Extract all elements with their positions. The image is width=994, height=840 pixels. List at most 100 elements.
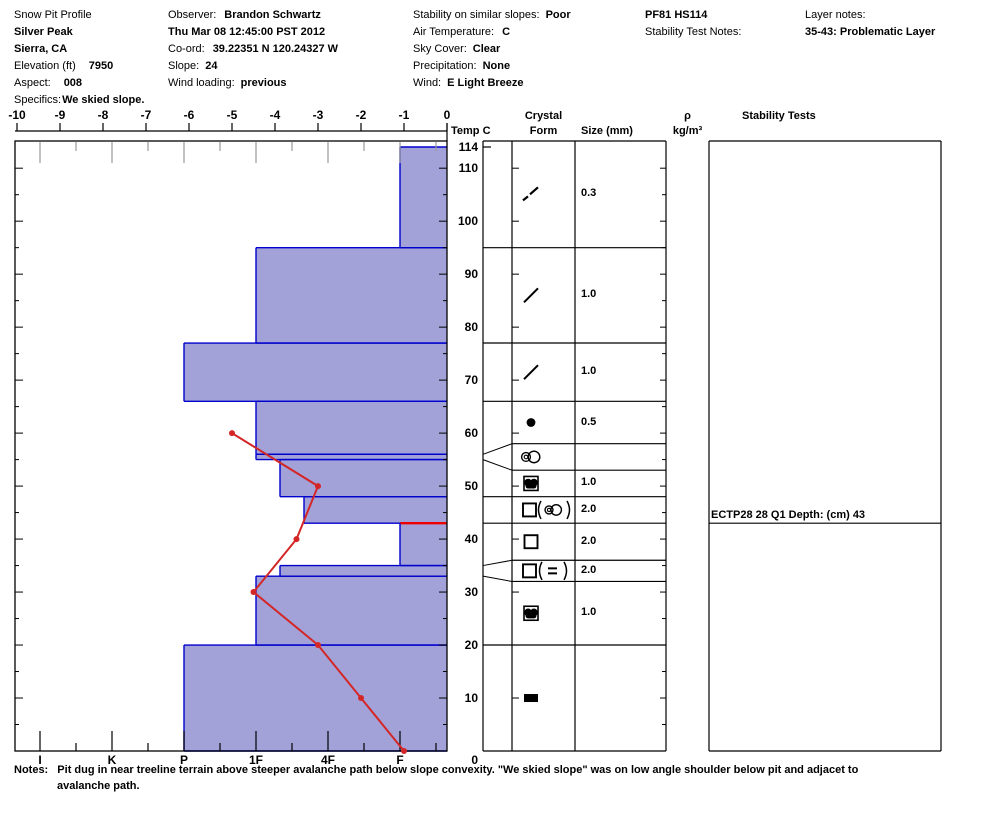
snow-layer-bar — [256, 576, 447, 646]
stability-test-notes-label: Stability Test Notes: — [645, 26, 742, 38]
elevation-value: 7950 — [88, 60, 114, 72]
sky-value: Clear — [472, 43, 501, 55]
grain-size-value: 2.0 — [581, 563, 597, 576]
temp-tick-label: -5 — [226, 108, 238, 122]
wind-line: Wind: E Light Breeze — [413, 75, 571, 92]
facets-icon — [523, 534, 539, 550]
sky-label: Sky Cover: — [413, 43, 467, 55]
specifics-line: Specifics:We skied slope. — [14, 92, 144, 109]
depth-tick-label: 10 — [464, 691, 478, 706]
report-title: Snow Pit Profile — [14, 9, 92, 21]
specifics-value: We skied slope. — [62, 94, 145, 106]
depth-tick-label: 110 — [458, 161, 478, 176]
observer-label: Observer: — [168, 9, 217, 21]
temperature-line — [229, 430, 407, 754]
precip-line: Precipitation: None — [413, 58, 571, 75]
temp-tick-label: 0 — [443, 108, 451, 122]
stability-tests-header: Stability Tests — [742, 110, 816, 122]
temp-tick-label: -8 — [97, 108, 109, 122]
precip-label: Precipitation: — [413, 60, 477, 72]
snow-layer-bar — [304, 496, 447, 524]
notes-text: Pit dug in near treeline terrain above s… — [57, 764, 859, 776]
stability-label: Stability on similar slopes: — [413, 9, 540, 21]
air-temp-line: Air Temperature: C — [413, 24, 571, 41]
header-col-layer-notes: Layer notes: 35-43: Problematic Layer — [805, 7, 935, 41]
layer-notes-value: 35-43: Problematic Layer — [805, 26, 936, 38]
snow-layer-bar — [280, 565, 447, 577]
header-col-location: Snow Pit Profile Silver Peak Sierra, CA … — [14, 7, 144, 109]
temp-axis-caption: Temp C — [451, 125, 491, 137]
depth-tick-label: 20 — [464, 638, 478, 653]
grain-size-value: 1.0 — [581, 365, 597, 378]
snow-layer-bar — [256, 401, 447, 455]
header-col-conditions: Stability on similar slopes: Poor Air Tem… — [413, 7, 571, 92]
rho-header: ρ — [684, 110, 691, 122]
slope-value: 24 — [205, 60, 218, 72]
coord-label: Co-ord: — [168, 43, 205, 55]
rounded-grains-icon — [526, 418, 536, 427]
snow-layer-bar — [256, 454, 447, 460]
hardness-tick-label: P — [179, 753, 188, 767]
depth-tick-label: 80 — [464, 320, 478, 335]
grain-size-value: 1.0 — [581, 288, 597, 301]
temp-tick-label: -6 — [183, 108, 195, 122]
observer-value: Brandon Schwartz — [224, 9, 321, 21]
site-name: Silver Peak — [14, 26, 73, 38]
notes-label: Notes: — [14, 764, 49, 776]
wind-loading-label: Wind loading: — [168, 77, 235, 89]
temperature-point — [315, 483, 321, 490]
ect-result-label: ECTP28 28 Q1 Depth: (cm) 43 — [711, 509, 866, 522]
stability-value: Poor — [545, 9, 571, 21]
crystal-header: Crystal — [524, 110, 563, 122]
slope-line: Slope: 24 — [168, 58, 338, 75]
chart-border — [14, 140, 448, 752]
aspect-line: Aspect: 008 — [14, 75, 144, 92]
header-col-pit: PF81 HS114 Stability Test Notes: — [645, 7, 741, 41]
wind-label: Wind: — [413, 77, 442, 89]
header-col-observer: Observer: Brandon Schwartz Thu Mar 08 12:… — [168, 7, 338, 92]
sky-line: Sky Cover: Clear — [413, 41, 571, 58]
slope-label: Slope: — [168, 60, 200, 72]
rho-units-header: kg/m³ — [672, 125, 703, 137]
aspect-label: Aspect: — [14, 77, 51, 89]
wind-value: E Light Breeze — [447, 77, 524, 89]
depth-tick-label: 100 — [457, 214, 478, 229]
notes-line2: avalanche path. — [57, 780, 140, 792]
depth-tick-label: 60 — [464, 426, 478, 441]
air-temp-label: Air Temperature: — [413, 26, 495, 38]
temp-tick-label: -1 — [398, 108, 410, 122]
pit-id: PF81 HS114 — [645, 9, 708, 21]
grain-size-value: 1.0 — [581, 606, 597, 619]
form-header: Form — [529, 125, 558, 137]
depth-tick-label: 30 — [464, 585, 478, 600]
air-temp-value: C — [502, 26, 511, 38]
melt-freeze-crust-icon — [523, 605, 539, 622]
region-name: Sierra, CA — [14, 43, 68, 55]
ice-layer-icon — [524, 694, 538, 703]
grain-size-value: 2.0 — [581, 534, 597, 547]
wind-loading-value: previous — [240, 77, 287, 89]
grain-size-value: 0.3 — [581, 187, 597, 200]
depth-tick-label: 114 — [458, 140, 478, 154]
grain-size-value: 1.0 — [581, 476, 597, 489]
depth-tick-label: 90 — [464, 267, 478, 282]
hardness-tick-label: 1F — [248, 753, 263, 767]
hardness-tick-label: F — [396, 753, 404, 767]
facets-lens-icon — [522, 561, 568, 581]
specifics-label: Specifics: — [14, 94, 62, 106]
axis-ticks — [15, 123, 448, 751]
snow-layer-bar — [184, 645, 447, 751]
depth-tick-label: 40 — [464, 532, 478, 547]
temp-tick-label: -4 — [269, 108, 281, 122]
melt-freeze-crust-icon — [523, 475, 539, 492]
snow-layer-bar — [400, 147, 447, 248]
size-header: Size (mm) — [581, 125, 633, 137]
grain-size-value: 0.5 — [581, 415, 597, 428]
melt-cluster-icon — [520, 450, 541, 464]
facets-melt-cluster-icon — [522, 500, 571, 520]
depth-tick-label: 0 — [471, 753, 478, 767]
df-slash-icon — [523, 287, 539, 304]
snow-layer-bar — [400, 523, 447, 566]
